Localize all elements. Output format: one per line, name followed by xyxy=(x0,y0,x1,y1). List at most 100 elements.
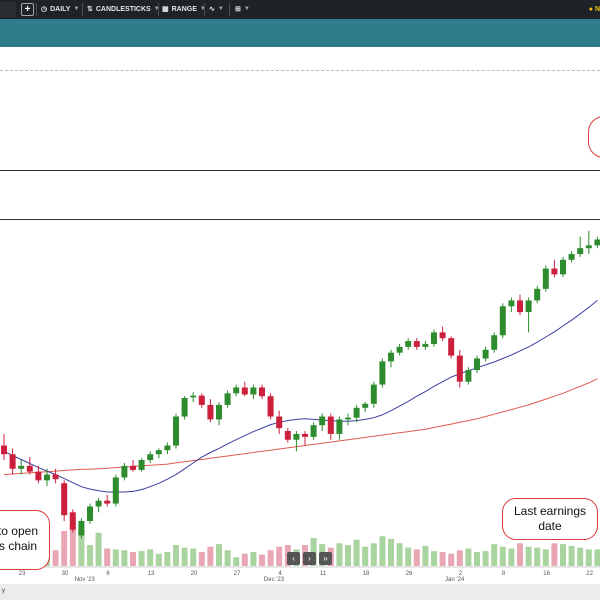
candle-body xyxy=(112,477,119,504)
candlesticks xyxy=(1,230,600,539)
volume-bar xyxy=(499,546,506,566)
volume-bar xyxy=(130,552,136,566)
candle-body xyxy=(216,404,222,420)
chart-type-dropdown[interactable]: ⇅ CANDLESTICKS ▼ xyxy=(87,0,160,19)
volume-bar xyxy=(594,549,600,566)
candle-body xyxy=(155,450,162,455)
volume-bar xyxy=(181,547,188,566)
notify-button[interactable]: ● N xyxy=(589,0,600,19)
scroll-end-button[interactable]: » xyxy=(319,552,332,565)
volume-bar xyxy=(491,544,498,566)
candle-body xyxy=(465,370,472,382)
layout-dropdown[interactable]: ⊞ ▼ xyxy=(235,0,250,19)
toolbar-divider xyxy=(229,3,230,16)
candle-body xyxy=(173,416,179,446)
grid-layout-icon: ⊞ xyxy=(235,6,241,13)
candle-body xyxy=(594,239,600,246)
candle-body xyxy=(542,268,549,289)
candle-body xyxy=(26,465,33,472)
volume-bar xyxy=(207,546,214,566)
volume-bar xyxy=(190,548,197,566)
x-tick-label: 20 xyxy=(191,571,198,577)
toolbar-divider xyxy=(158,3,159,16)
candle-body xyxy=(431,332,437,344)
x-tick-label: 30 xyxy=(62,571,69,577)
volume-bar xyxy=(224,550,231,566)
volume-bar xyxy=(585,549,592,566)
candle-body xyxy=(396,346,403,353)
scroll-right-button[interactable]: › xyxy=(303,552,316,565)
footer-left-text: y xyxy=(2,588,5,594)
candle-body xyxy=(18,465,25,469)
candle-body xyxy=(198,395,205,405)
candle-body xyxy=(327,416,334,434)
volume-bar xyxy=(362,546,369,566)
candle-body xyxy=(207,404,214,420)
volume-bar xyxy=(422,545,429,566)
volume-bar xyxy=(448,553,455,566)
volume-bar xyxy=(353,539,360,566)
panel-divider xyxy=(0,219,600,220)
candle-body xyxy=(181,397,188,417)
volume-bar xyxy=(164,552,171,566)
candle-body xyxy=(517,300,523,313)
candle-body xyxy=(482,349,489,359)
callout-partial xyxy=(588,116,600,158)
callout-line: to open xyxy=(0,524,39,538)
volume-bar xyxy=(95,532,102,566)
range-label: RANGE xyxy=(171,6,197,13)
volume-bar xyxy=(388,538,394,566)
volume-bar xyxy=(52,550,59,566)
chart-type-label: CANDLESTICKS xyxy=(95,6,151,13)
volume-bar xyxy=(87,545,93,566)
scroll-left-button[interactable]: ‹ xyxy=(287,552,300,565)
x-tick-label: 2 xyxy=(459,571,463,577)
candle-body xyxy=(241,387,248,395)
range-dropdown[interactable]: ▦ RANGE ▼ xyxy=(162,0,206,19)
candle-body xyxy=(345,417,351,420)
x-tick-label: 16 xyxy=(543,571,550,577)
volume-bar xyxy=(482,551,489,566)
candle-body xyxy=(233,387,240,394)
clock-icon: ◷ xyxy=(41,6,48,13)
x-tick-label: 11 xyxy=(320,571,327,577)
volume-bar xyxy=(542,549,549,566)
candle-body xyxy=(525,300,532,313)
volume-bar xyxy=(267,550,274,566)
moving-average-short-line xyxy=(3,300,598,493)
candle-body xyxy=(336,419,343,434)
chevron-down-icon: ▼ xyxy=(73,6,80,12)
candle-body xyxy=(138,460,145,470)
volume-bar xyxy=(345,545,351,566)
interval-dropdown[interactable]: ◷ DAILY ▼ xyxy=(41,0,79,19)
x-month-label: Dec '23 xyxy=(264,577,285,583)
candle-body xyxy=(130,465,136,470)
x-tick-label: 18 xyxy=(363,571,370,577)
volume-bar xyxy=(525,546,532,566)
candle-body xyxy=(405,341,412,347)
candle-body xyxy=(310,425,317,437)
add-chart-button[interactable]: + xyxy=(21,3,34,16)
candle-body xyxy=(577,248,584,255)
candle-body xyxy=(456,355,463,382)
volume-bar xyxy=(336,543,343,566)
header-banner xyxy=(0,19,600,47)
chevron-left-icon: ‹ xyxy=(292,554,295,563)
candle-body xyxy=(302,433,308,437)
toolbar-divider xyxy=(82,3,83,16)
x-tick-label: 22 xyxy=(586,571,593,577)
volume-bar xyxy=(250,552,257,566)
candle-body xyxy=(499,306,506,336)
volume-bar xyxy=(233,557,240,566)
indicators-dropdown[interactable]: ∿ ▼ xyxy=(209,0,224,19)
volume-bar xyxy=(121,550,128,566)
symbol-tab-partial[interactable] xyxy=(0,2,16,17)
chevron-down-icon: ▼ xyxy=(243,6,250,12)
toolbar-divider xyxy=(204,3,205,16)
callout-line: s chain xyxy=(0,539,38,553)
options-chain-callout: to open s chain xyxy=(0,510,50,570)
interval-label: DAILY xyxy=(50,6,71,13)
candle-body xyxy=(448,338,455,356)
skip-forward-icon: » xyxy=(323,554,328,563)
callout-line: Last earnings xyxy=(513,504,587,518)
